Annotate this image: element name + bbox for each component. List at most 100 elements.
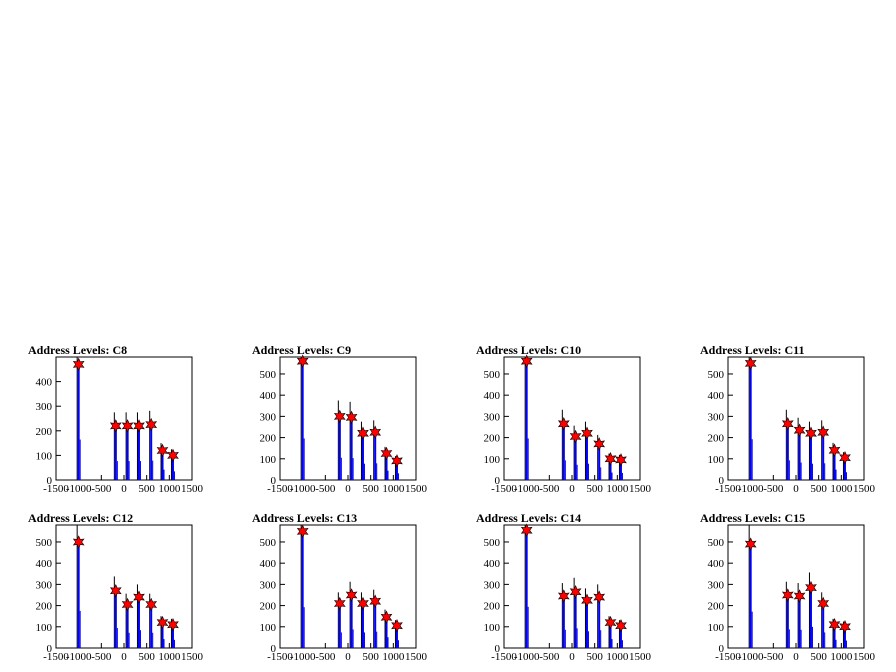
x-tick-label: -1500 [715,651,741,663]
panel-title: Address Levels: C12 [28,511,133,525]
peak-marker [520,523,533,538]
y-tick-label: 100 [708,622,725,634]
peak-marker [369,425,382,440]
histogram-bin [374,432,377,480]
histogram-bin [809,433,812,480]
x-tick-label: -1500 [491,651,517,663]
x-tick-label: 1500 [405,651,428,663]
peak-marker [828,617,841,632]
y-tick-label: 200 [36,601,53,613]
histogram-bin [395,625,398,648]
x-tick-label: 500 [586,483,603,495]
peak-marker [72,357,85,372]
histogram-bin [749,363,752,480]
y-tick-label: 100 [708,454,725,466]
x-tick-label: 1000 [830,651,853,663]
peak-marker [72,535,85,549]
x-tick-label: -1000 [738,651,764,663]
histogram-bin [609,622,612,648]
peak-marker [520,354,533,368]
x-tick-label: 500 [138,483,155,495]
y-tick-label: 400 [36,558,53,570]
x-tick-label: -1500 [43,483,69,495]
x-tick-label: -500 [539,483,560,495]
peak-marker [593,437,606,451]
histogram-bin [301,531,304,648]
histogram-panel: Address Levels: C14 0 100 200 300 400 500 -1500… [476,511,652,663]
y-tick-label: 200 [708,601,725,613]
peak-marker [296,524,309,539]
y-tick-label: 500 [260,369,277,381]
peak-marker [615,618,627,633]
y-tick-label: 0 [719,475,725,487]
x-tick-label: -1500 [43,651,69,663]
histogram-bin [338,416,341,480]
peak-marker [167,448,179,463]
x-tick-label: 1000 [382,483,405,495]
histogram-bin [786,594,789,648]
histogram-bin [809,587,812,648]
peak-marker [333,409,346,424]
histogram-bin [574,436,577,480]
histogram-bin [161,450,164,480]
histogram-bin [786,423,789,480]
peak-marker [357,596,369,611]
peak-marker [109,419,122,433]
y-tick-label: 300 [708,579,725,591]
x-tick-label: -1500 [267,483,293,495]
x-tick-label: -1000 [514,651,540,663]
peak-marker [109,583,122,598]
x-tick-label: 500 [810,483,827,495]
histogram-bin [126,425,129,480]
peak-marker [357,426,369,441]
histogram-bin [843,626,846,648]
peak-marker [817,425,830,440]
histogram-bin [822,603,825,648]
y-tick-label: 400 [260,390,277,402]
peak-marker [839,620,851,634]
y-tick-label: 500 [708,369,725,381]
x-tick-label: 0 [569,651,575,663]
histogram-bin [574,591,577,648]
x-tick-label: 1000 [830,483,853,495]
x-tick-label: 0 [793,483,799,495]
y-tick-label: 0 [47,643,53,655]
x-tick-label: 1500 [853,483,876,495]
y-tick-label: 0 [719,643,725,655]
y-tick-label: 200 [36,426,53,438]
y-tick-label: 200 [708,433,725,445]
x-tick-label: -500 [315,651,336,663]
histogram-bin [137,597,140,648]
x-tick-label: 1500 [629,483,652,495]
x-tick-label: 1000 [158,483,181,495]
peak-marker [817,596,830,611]
x-tick-label: -500 [763,651,784,663]
y-tick-label: 300 [36,579,53,591]
peak-marker [581,426,593,441]
y-tick-label: 300 [708,411,725,423]
histogram-panel: Address Levels: C12 0 100 200 300 400 500 -1500… [28,511,204,663]
peak-marker [391,454,403,468]
histogram-panel: Address Levels: C8 0 100 200 300 400 -1500-100… [28,343,204,495]
histogram-bin [525,361,528,480]
peak-marker [296,354,309,368]
peak-marker [167,617,179,632]
panel-title: Address Levels: C8 [28,343,127,357]
y-tick-label: 100 [36,450,53,462]
peak-marker [793,423,806,437]
histogram-bin [161,622,164,648]
x-tick-label: -1000 [738,483,764,495]
peak-marker [604,452,617,466]
y-tick-label: 300 [484,579,501,591]
x-tick-label: -500 [91,483,112,495]
histogram-bin [301,361,304,480]
y-tick-label: 0 [495,475,501,487]
y-tick-label: 200 [260,601,277,613]
x-tick-label: -1500 [491,483,517,495]
x-tick-label: 1500 [853,651,876,663]
panel-title: Address Levels: C13 [252,511,357,525]
y-tick-label: 400 [484,558,501,570]
y-tick-label: 500 [260,537,277,549]
peak-marker [145,597,158,612]
peak-marker [593,590,606,604]
